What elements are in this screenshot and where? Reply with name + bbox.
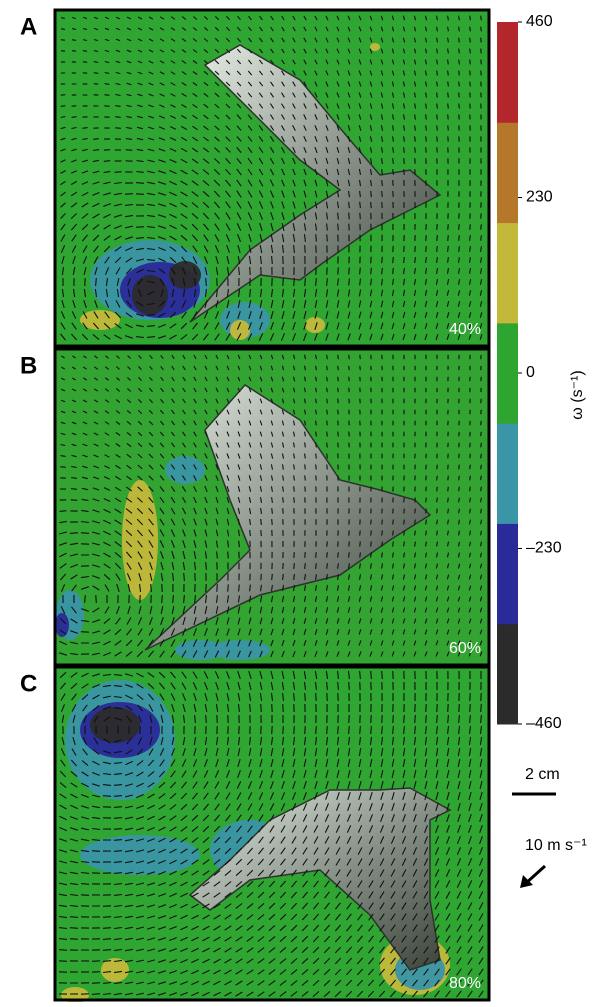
colorbar-bin (497, 323, 518, 424)
colorbar-bin (497, 423, 518, 524)
vorticity-region (132, 275, 168, 315)
panel-letter: C (20, 670, 37, 697)
colorbar-tick-label: –230 (526, 540, 562, 557)
vorticity-region (370, 43, 380, 51)
vorticity-region (305, 317, 325, 333)
panel-letter: B (20, 352, 37, 379)
vorticity-region (90, 707, 140, 743)
phase-label: 80% (449, 975, 481, 992)
scale-velocity-label: 10 m s⁻¹ (525, 837, 587, 854)
scale-length-label: 2 cm (525, 766, 560, 783)
colorbar-bin (497, 624, 518, 725)
panel: C 80% (20, 667, 489, 1002)
colorbar-label: ω (s⁻¹) (569, 370, 586, 419)
panel: A 40% (20, 10, 489, 346)
panel: B 60% (20, 349, 489, 665)
panel-letter: A (20, 13, 37, 40)
vorticity-region (122, 480, 158, 600)
figure: A 40% B 60% C 80% 460 230 0 –230 –460 ω (s⁻¹) 2 cm… (0, 0, 592, 1002)
phase-label: 40% (449, 321, 481, 338)
colorbar-tick-label: –460 (526, 715, 562, 732)
colorbar-bin (497, 122, 518, 223)
colorbar-tick-label: 460 (526, 13, 553, 30)
colorbar-tick-label: 0 (526, 364, 535, 381)
velocity-arrow (520, 866, 545, 888)
phase-label: 60% (449, 640, 481, 657)
vorticity-region (55, 613, 69, 637)
colorbar-bin (497, 22, 518, 123)
colorbar-tick-label: 230 (526, 189, 553, 206)
colorbar-bin (497, 223, 518, 324)
colorbar-bin (497, 523, 518, 624)
